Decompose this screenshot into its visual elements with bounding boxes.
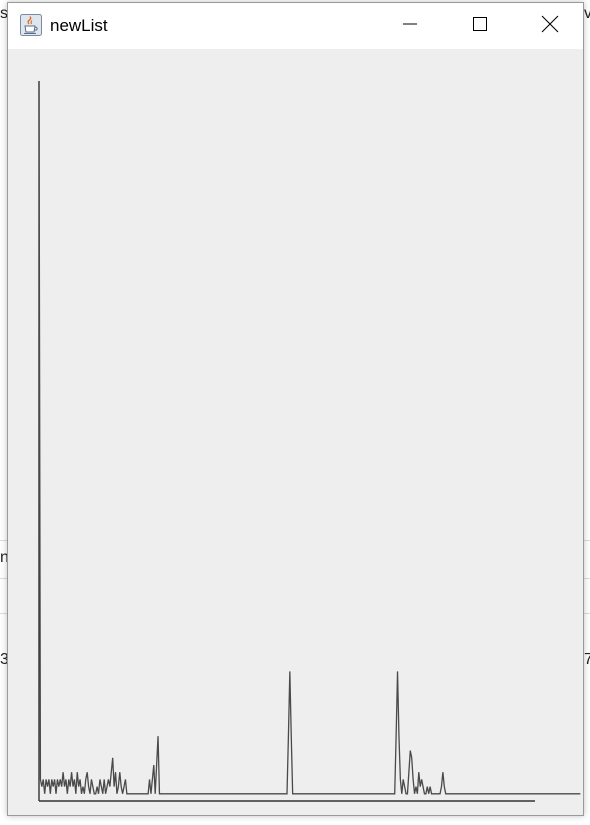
minimize-icon bbox=[402, 16, 418, 37]
plot-series bbox=[38, 80, 581, 795]
background-text-fragment: 3 bbox=[0, 651, 9, 668]
title-bar[interactable]: newList bbox=[8, 3, 583, 49]
background-text-fragment: v bbox=[584, 5, 590, 22]
plot-panel bbox=[8, 49, 583, 815]
background-text-fragment: 7 bbox=[584, 651, 590, 668]
line-plot bbox=[38, 80, 581, 802]
minimize-button[interactable] bbox=[375, 3, 445, 49]
maximize-button[interactable] bbox=[445, 3, 515, 49]
window-title: newList bbox=[50, 16, 108, 35]
background-text-fragment: s bbox=[0, 5, 8, 22]
close-icon bbox=[541, 15, 559, 38]
app-window: newList bbox=[7, 2, 584, 816]
close-button[interactable] bbox=[515, 3, 585, 49]
maximize-icon bbox=[472, 16, 488, 37]
series-line bbox=[38, 80, 581, 795]
java-coffee-icon[interactable] bbox=[20, 14, 42, 36]
plot-axes bbox=[38, 81, 535, 802]
